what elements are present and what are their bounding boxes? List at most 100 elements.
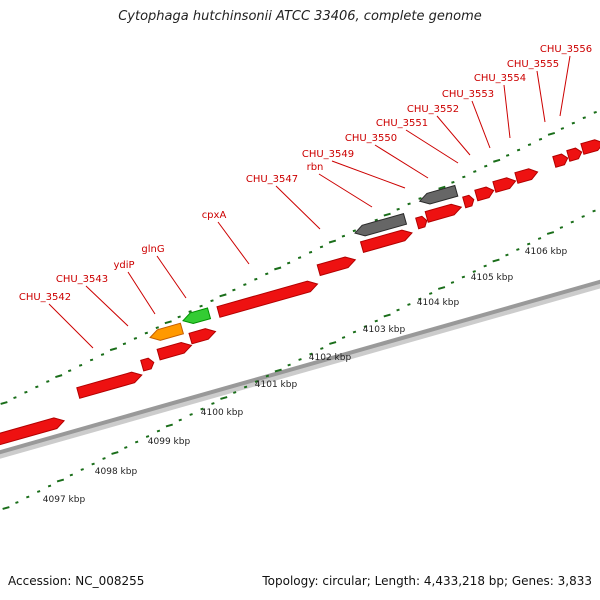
gene-arrow bbox=[492, 177, 517, 193]
scale-tick-lower bbox=[352, 330, 357, 334]
scale-tick-upper bbox=[571, 121, 576, 125]
scale-tick-upper bbox=[407, 202, 411, 206]
gene-label: CHU_3552 bbox=[407, 104, 459, 115]
scale-tick-lower bbox=[15, 501, 19, 504]
scale-tick-upper bbox=[286, 261, 291, 265]
gene-arrow bbox=[415, 215, 428, 230]
gene-label-leader bbox=[559, 55, 571, 117]
gene-label-leader bbox=[318, 173, 373, 208]
scale-tick-lower bbox=[47, 484, 52, 488]
scale-tick-lower bbox=[461, 275, 466, 279]
kbp-scale-label: 4101 kbp bbox=[255, 380, 298, 390]
gene-label: glnG bbox=[141, 244, 164, 255]
scale-tick-upper bbox=[13, 396, 17, 399]
scale-tick-upper bbox=[177, 315, 181, 319]
scale-tick-lower bbox=[243, 385, 248, 389]
scale-tick-lower bbox=[189, 413, 193, 416]
gene-label: CHU_3549 bbox=[302, 149, 354, 160]
gene-arrow bbox=[514, 168, 539, 184]
backbone-line bbox=[0, 279, 600, 455]
gene-arrow bbox=[316, 256, 357, 277]
scale-tick-lower bbox=[341, 336, 346, 339]
gene-label: CHU_3542 bbox=[19, 292, 71, 303]
scale-tick-upper bbox=[199, 304, 203, 308]
scale-tick-upper bbox=[593, 110, 597, 114]
scale-tick-lower bbox=[178, 418, 182, 422]
gene-arrow bbox=[216, 280, 319, 318]
kbp-scale-label: 4106 kbp bbox=[525, 247, 568, 257]
scale-tick-upper bbox=[67, 369, 72, 373]
kbp-scale-label: 4099 kbp bbox=[148, 437, 191, 447]
scale-tick-upper bbox=[328, 239, 337, 244]
scale-tick-lower bbox=[472, 270, 476, 273]
scale-tick-lower bbox=[124, 446, 128, 449]
gene-label-leader bbox=[48, 303, 94, 349]
scale-tick-lower bbox=[546, 231, 555, 235]
scale-tick-lower bbox=[407, 303, 411, 306]
kbp-scale-label: 4097 kbp bbox=[43, 495, 86, 505]
gene-label-leader bbox=[405, 129, 459, 164]
scale-tick-upper bbox=[462, 175, 466, 179]
scale-tick-lower bbox=[200, 407, 204, 411]
scale-tick-lower bbox=[383, 313, 391, 318]
gene-label: rbn bbox=[307, 162, 324, 173]
scale-tick-upper bbox=[210, 299, 214, 303]
scale-tick-upper bbox=[254, 277, 258, 281]
scale-tick-upper bbox=[341, 234, 346, 238]
scale-tick-upper bbox=[484, 164, 488, 168]
scale-tick-upper bbox=[46, 380, 50, 383]
gene-label: CHU_3547 bbox=[246, 174, 298, 185]
scale-tick-lower bbox=[265, 374, 270, 378]
scale-tick-upper bbox=[144, 331, 149, 335]
gene-arrow bbox=[462, 194, 475, 209]
scale-tick-lower bbox=[559, 226, 564, 229]
scale-tick-upper bbox=[374, 218, 378, 222]
gene-label-leader bbox=[156, 255, 187, 299]
scale-tick-lower bbox=[274, 368, 282, 373]
gene-label-leader bbox=[436, 115, 471, 156]
gene-arrow bbox=[580, 139, 600, 155]
scale-tick-upper bbox=[297, 256, 302, 260]
scale-tick-lower bbox=[363, 325, 368, 328]
scale-tick-lower bbox=[450, 281, 455, 284]
scale-tick-upper bbox=[55, 374, 63, 379]
gene-arrow-gray bbox=[418, 184, 459, 205]
scale-tick-lower bbox=[537, 237, 542, 240]
scale-tick-lower bbox=[374, 319, 378, 323]
scale-tick-upper bbox=[274, 266, 282, 271]
scale-tick-lower bbox=[220, 396, 228, 400]
gene-label: CHU_3555 bbox=[507, 59, 559, 70]
gene-arrow bbox=[188, 328, 217, 345]
gene-arrow-gray bbox=[354, 212, 408, 237]
scale-tick-upper bbox=[516, 148, 521, 152]
scale-tick-upper bbox=[547, 131, 556, 136]
gene-label: CHU_3550 bbox=[345, 133, 397, 144]
map-title: Cytophaga hutchinsonii ATCC 33406, compl… bbox=[118, 9, 482, 24]
gene-arrow bbox=[76, 371, 143, 399]
scale-tick-upper bbox=[133, 337, 138, 340]
gene-label: cpxA bbox=[202, 210, 227, 221]
topology-text: Topology: circular; Length: 4,433,218 bp… bbox=[262, 574, 592, 588]
backbone-shadow bbox=[0, 281, 600, 459]
gene-label-leader bbox=[471, 100, 491, 149]
scale-tick-lower bbox=[69, 473, 74, 477]
scale-tick-upper bbox=[383, 212, 391, 217]
gene-arrow bbox=[424, 203, 463, 223]
gene-arrow-highlight bbox=[149, 322, 185, 341]
scale-tick-lower bbox=[156, 429, 161, 433]
gene-label-leader bbox=[536, 70, 546, 123]
kbp-scale-label: 4105 kbp bbox=[471, 273, 514, 283]
gene-label: CHU_3553 bbox=[442, 89, 494, 100]
accession-text: Accession: NC_008255 bbox=[8, 574, 145, 588]
gene-arrow bbox=[474, 186, 495, 202]
scale-tick-lower bbox=[26, 495, 30, 499]
scale-tick-lower bbox=[134, 440, 139, 444]
scale-tick-upper bbox=[527, 143, 532, 147]
gene-arrow bbox=[552, 153, 569, 168]
scale-tick-upper bbox=[352, 229, 357, 233]
scale-tick-lower bbox=[102, 457, 106, 460]
gene-label-leader bbox=[85, 285, 129, 327]
scale-tick-lower bbox=[111, 451, 119, 455]
